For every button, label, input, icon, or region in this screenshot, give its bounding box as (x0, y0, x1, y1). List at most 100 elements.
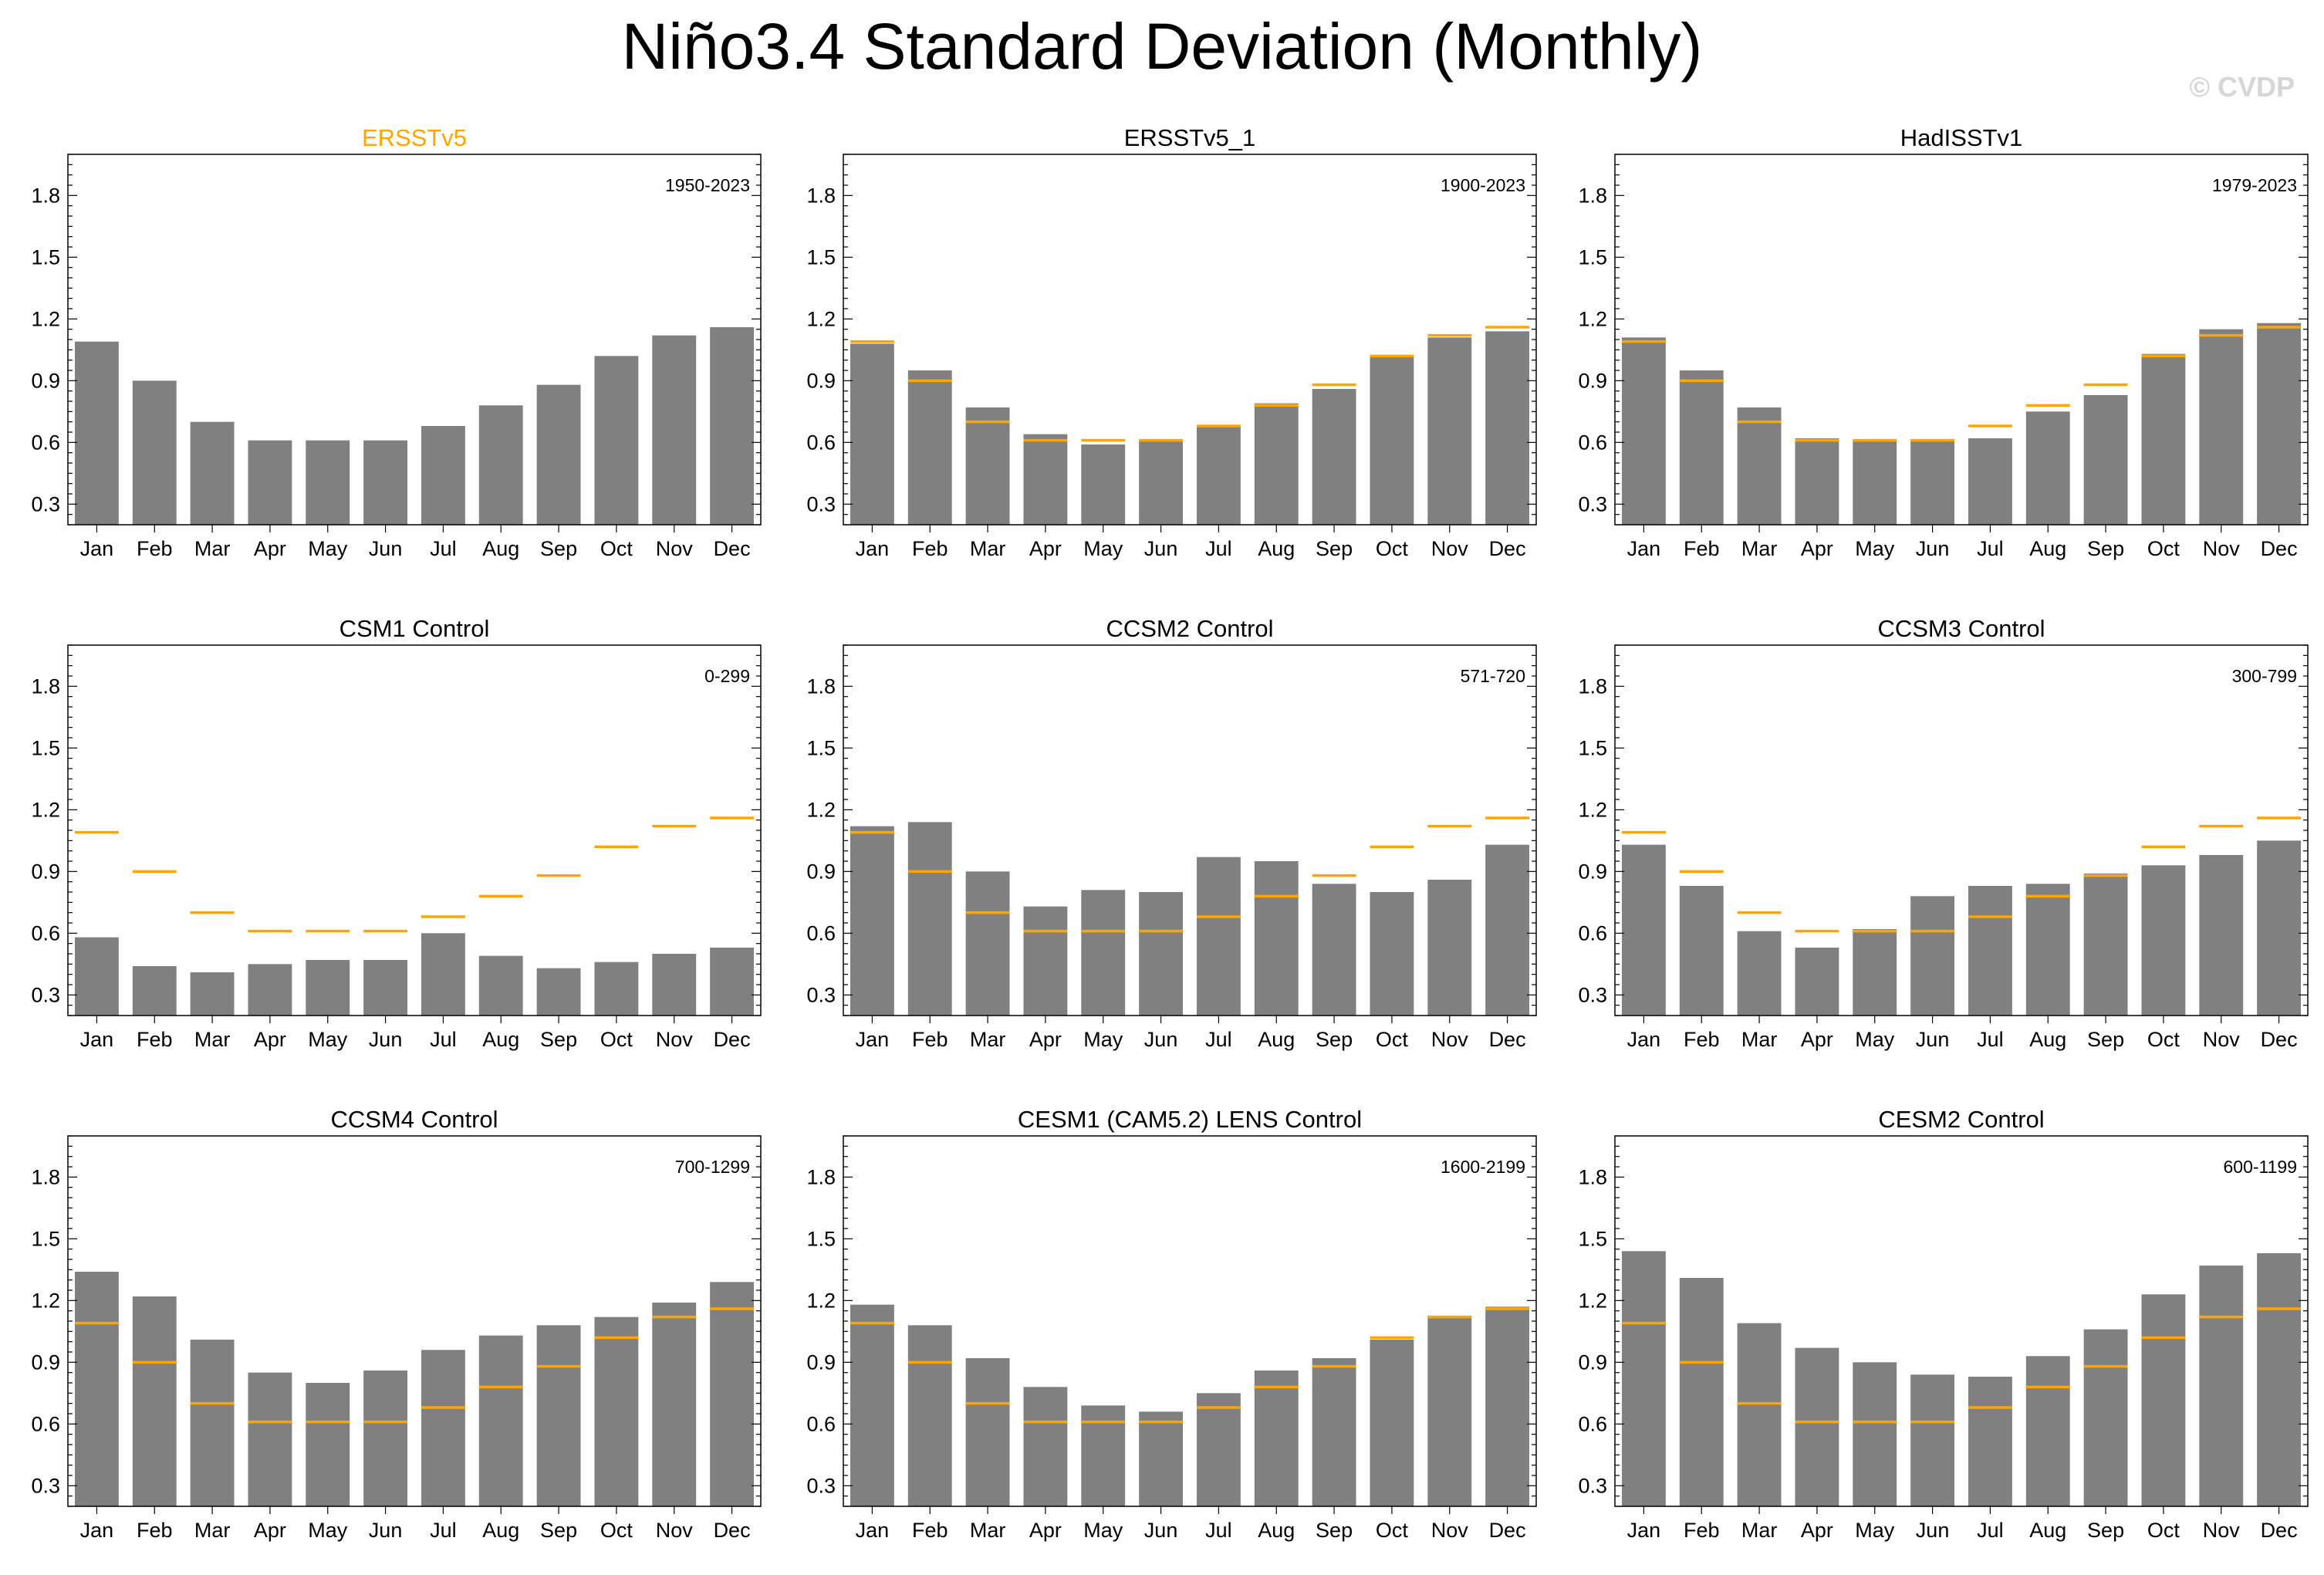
chart-panel: 0.3 0.6 0.9 1.2 1.5 1.8 Jan Feb Mar Apr May Jun Jul A… (31, 615, 762, 1051)
chart-panel: 0.3 0.6 0.9 1.2 1.5 1.8 Jan Feb Mar Apr May Jun Jul A… (1578, 1106, 2309, 1542)
x-tick-label: Sep (540, 1519, 577, 1542)
bar (1370, 1340, 1414, 1506)
x-tick-label: Apr (1029, 1028, 1062, 1051)
bar (1485, 331, 1530, 525)
y-tick-label: 0.6 (806, 921, 836, 945)
bar (2199, 329, 2244, 525)
bar (1139, 440, 1184, 525)
x-tick-label: May (1855, 1028, 1895, 1051)
y-tick-label: 1.2 (1578, 307, 1607, 330)
y-tick-label: 1.5 (31, 245, 60, 269)
x-tick-label: Mar (1741, 537, 1778, 560)
x-tick-label: Dec (2261, 537, 2298, 560)
bar (907, 822, 952, 1016)
bar (1023, 906, 1068, 1016)
bar (2257, 323, 2302, 525)
bar (2141, 865, 2186, 1016)
x-tick-label: Feb (1684, 1028, 1720, 1051)
y-tick-label: 1.5 (806, 245, 836, 269)
bar (363, 1371, 408, 1506)
bar (478, 955, 523, 1016)
bar (1795, 438, 1839, 525)
bar (363, 960, 408, 1016)
x-tick-label: Oct (1376, 1028, 1409, 1051)
bar (1737, 931, 1782, 1016)
bar (2257, 840, 2302, 1016)
x-tick-label: Nov (2203, 1519, 2241, 1542)
bar (421, 426, 465, 525)
x-tick-label: Jun (369, 1028, 403, 1051)
y-tick-label: 1.8 (806, 674, 836, 698)
y-tick-label: 1.2 (1578, 798, 1607, 821)
x-tick-label: Nov (2203, 537, 2241, 560)
y-tick-label: 1.5 (1578, 736, 1607, 759)
x-tick-label: Apr (1801, 1519, 1833, 1542)
chart-title: CESM2 Control (1878, 1106, 2044, 1133)
bar (1427, 337, 1472, 525)
chart-panel: 0.3 0.6 0.9 1.2 1.5 1.8 Jan Feb Mar Apr May Jun Jul A… (806, 1106, 1537, 1542)
chart-panel: 0.3 0.6 0.9 1.2 1.5 1.8 Jan Feb Mar Apr May Jun Jul A… (806, 124, 1537, 560)
bar (1621, 1251, 1666, 1506)
y-tick-label: 1.2 (31, 1289, 60, 1312)
x-tick-label: Jan (80, 1519, 114, 1542)
y-tick-label: 0.9 (31, 1350, 60, 1374)
bar (1081, 890, 1126, 1016)
bar (132, 380, 177, 525)
bar (1312, 1358, 1356, 1506)
y-tick-label: 0.9 (31, 369, 60, 392)
y-tick-label: 1.5 (1578, 1227, 1607, 1250)
y-tick-label: 1.8 (31, 184, 60, 207)
y-tick-label: 0.3 (31, 1474, 60, 1497)
bar (1968, 438, 2012, 525)
y-tick-label: 1.5 (31, 736, 60, 759)
bar (536, 968, 581, 1016)
bar (652, 1303, 697, 1506)
x-tick-label: Feb (912, 1519, 948, 1542)
x-tick-label: Jun (1916, 1028, 1950, 1051)
x-tick-label: Jul (430, 1519, 457, 1542)
x-tick-label: Jul (1205, 1028, 1232, 1051)
x-tick-label: Dec (1489, 1028, 1526, 1051)
x-tick-label: Sep (2087, 1519, 2124, 1542)
chart-panel: 0.3 0.6 0.9 1.2 1.5 1.8 Jan Feb Mar Apr May Jun Jul A… (1578, 124, 2309, 560)
x-tick-label: Mar (194, 1028, 231, 1051)
period-label: 600-1199 (2224, 1157, 2298, 1177)
x-tick-label: Jul (1977, 537, 2004, 560)
bar (652, 954, 697, 1016)
bar (2141, 1294, 2186, 1506)
bar (306, 1383, 350, 1506)
bar (1312, 884, 1356, 1016)
bar (1023, 1387, 1068, 1506)
bar (1196, 857, 1241, 1016)
x-tick-label: Oct (1376, 537, 1409, 560)
bar (1023, 434, 1068, 525)
bar (306, 440, 350, 525)
x-tick-label: Nov (656, 537, 694, 560)
x-tick-label: Dec (714, 1028, 751, 1051)
bar (190, 1340, 235, 1506)
chart-panel: 0.3 0.6 0.9 1.2 1.5 1.8 Jan Feb Mar Apr May Jun Jul A… (31, 124, 762, 560)
bar (1795, 948, 1839, 1016)
chart-panel: 0.3 0.6 0.9 1.2 1.5 1.8 Jan Feb Mar Apr May Jun Jul A… (1578, 615, 2309, 1051)
bar (536, 384, 581, 525)
x-tick-label: Jun (1144, 1028, 1178, 1051)
bar (248, 964, 292, 1016)
y-tick-label: 0.6 (31, 921, 60, 945)
period-label: 571-720 (1461, 666, 1525, 686)
x-tick-label: Oct (600, 1028, 633, 1051)
y-tick-label: 0.3 (1578, 983, 1607, 1006)
x-tick-label: Feb (1684, 537, 1720, 560)
y-tick-label: 0.9 (31, 860, 60, 883)
bar (594, 962, 639, 1016)
bar (74, 341, 119, 525)
bar (1737, 407, 1782, 525)
x-tick-label: Jun (369, 537, 403, 560)
bar (1196, 426, 1241, 525)
chart-title: CESM1 (CAM5.2) LENS Control (1018, 1106, 1362, 1133)
bar (1910, 440, 1955, 525)
x-tick-label: Aug (2029, 1028, 2066, 1051)
y-tick-label: 1.8 (806, 1165, 836, 1188)
x-tick-label: Mar (1741, 1519, 1778, 1542)
x-tick-label: May (1083, 1028, 1123, 1051)
bar (1968, 1377, 2012, 1506)
